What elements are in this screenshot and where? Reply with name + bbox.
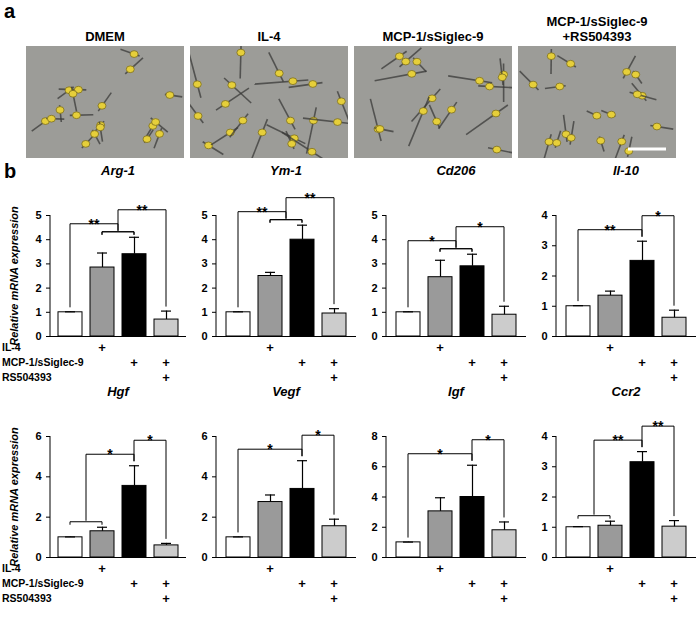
svg-text:0: 0 bbox=[35, 551, 41, 563]
svg-text:2: 2 bbox=[541, 491, 547, 503]
html-text:IL-4: IL-4 bbox=[2, 562, 21, 574]
svg-text:**: ** bbox=[89, 216, 100, 232]
svg-text:1: 1 bbox=[541, 521, 547, 533]
svg-text:4: 4 bbox=[201, 470, 208, 482]
svg-text:0: 0 bbox=[541, 551, 547, 563]
svg-text:*: * bbox=[429, 233, 435, 249]
svg-text:3: 3 bbox=[541, 460, 547, 472]
html-text:IL-4: IL-4 bbox=[257, 29, 281, 44]
svg-text:1: 1 bbox=[541, 300, 547, 312]
html-text:a: a bbox=[4, 0, 16, 22]
svg-text:*: * bbox=[477, 219, 483, 235]
svg-text:3: 3 bbox=[201, 257, 207, 269]
svg-text:0: 0 bbox=[201, 330, 207, 342]
svg-text:2: 2 bbox=[541, 270, 547, 282]
html-text:Igf: Igf bbox=[448, 384, 464, 399]
html-text:Arg-1: Arg-1 bbox=[101, 163, 135, 178]
svg-text:2: 2 bbox=[371, 521, 377, 533]
svg-text:*: * bbox=[267, 441, 273, 457]
svg-text:2: 2 bbox=[35, 282, 41, 294]
svg-text:4: 4 bbox=[371, 233, 378, 245]
svg-text:**: ** bbox=[305, 190, 316, 206]
svg-text:0: 0 bbox=[201, 551, 207, 563]
svg-text:4: 4 bbox=[541, 430, 548, 442]
svg-text:*: * bbox=[437, 446, 443, 462]
html-text:+RS504393: +RS504393 bbox=[562, 29, 632, 44]
svg-text:**: ** bbox=[653, 418, 664, 434]
svg-text:*: * bbox=[485, 432, 491, 448]
html-text:MCP-1/sSiglec-9: MCP-1/sSiglec-9 bbox=[546, 14, 648, 29]
html-text:DMEM: DMEM bbox=[85, 29, 125, 44]
svg-text:**: ** bbox=[257, 204, 268, 220]
html-text:MCP-1/sSiglec-9: MCP-1/sSiglec-9 bbox=[382, 29, 484, 44]
svg-text:4: 4 bbox=[201, 233, 208, 245]
svg-text:5: 5 bbox=[371, 209, 377, 221]
svg-text:Relative mRNA expression: Relative mRNA expression bbox=[8, 427, 20, 567]
svg-text:1: 1 bbox=[371, 306, 377, 318]
svg-text:*: * bbox=[107, 446, 113, 462]
html-text:MCP-1/sSiglec-9: MCP-1/sSiglec-9 bbox=[2, 356, 84, 368]
svg-text:6: 6 bbox=[35, 430, 41, 442]
svg-text:*: * bbox=[315, 427, 321, 443]
svg-text:1: 1 bbox=[35, 306, 41, 318]
svg-text:3: 3 bbox=[35, 257, 41, 269]
html-text:Cd206: Cd206 bbox=[436, 163, 476, 178]
svg-text:**: ** bbox=[137, 202, 148, 218]
html-text:Ccr2: Ccr2 bbox=[611, 384, 641, 399]
html-text:RS504393: RS504393 bbox=[2, 592, 52, 604]
svg-text:5: 5 bbox=[201, 209, 207, 221]
svg-text:1: 1 bbox=[201, 306, 207, 318]
svg-text:0: 0 bbox=[371, 330, 377, 342]
svg-text:6: 6 bbox=[371, 460, 377, 472]
svg-text:8: 8 bbox=[371, 430, 377, 442]
svg-text:2: 2 bbox=[201, 282, 207, 294]
svg-text:4: 4 bbox=[35, 233, 42, 245]
svg-text:0: 0 bbox=[541, 330, 547, 342]
svg-text:2: 2 bbox=[371, 282, 377, 294]
svg-text:3: 3 bbox=[371, 257, 377, 269]
svg-text:0: 0 bbox=[35, 330, 41, 342]
svg-text:6: 6 bbox=[201, 430, 207, 442]
html-text:RS504393: RS504393 bbox=[2, 371, 52, 383]
svg-text:4: 4 bbox=[371, 491, 378, 503]
svg-text:0: 0 bbox=[371, 551, 377, 563]
svg-text:5: 5 bbox=[35, 209, 41, 221]
svg-text:4: 4 bbox=[35, 470, 42, 482]
html-text:IL-4: IL-4 bbox=[2, 341, 21, 353]
svg-text:*: * bbox=[655, 208, 661, 224]
html-text:Vegf: Vegf bbox=[272, 384, 300, 399]
svg-text:Relative mRNA expression: Relative mRNA expression bbox=[8, 206, 20, 346]
html-text:Hgf: Hgf bbox=[107, 384, 129, 399]
svg-text:3: 3 bbox=[541, 239, 547, 251]
html-text:Il-10: Il-10 bbox=[613, 163, 639, 178]
svg-text:**: ** bbox=[605, 222, 616, 238]
html-text:b: b bbox=[4, 160, 17, 182]
html-text:Ym-1: Ym-1 bbox=[270, 163, 302, 178]
svg-text:2: 2 bbox=[201, 511, 207, 523]
svg-text:*: * bbox=[147, 432, 153, 448]
svg-text:4: 4 bbox=[541, 209, 548, 221]
svg-text:2: 2 bbox=[35, 511, 41, 523]
html-text:MCP-1/sSiglec-9: MCP-1/sSiglec-9 bbox=[2, 577, 84, 589]
svg-text:**: ** bbox=[613, 432, 624, 448]
